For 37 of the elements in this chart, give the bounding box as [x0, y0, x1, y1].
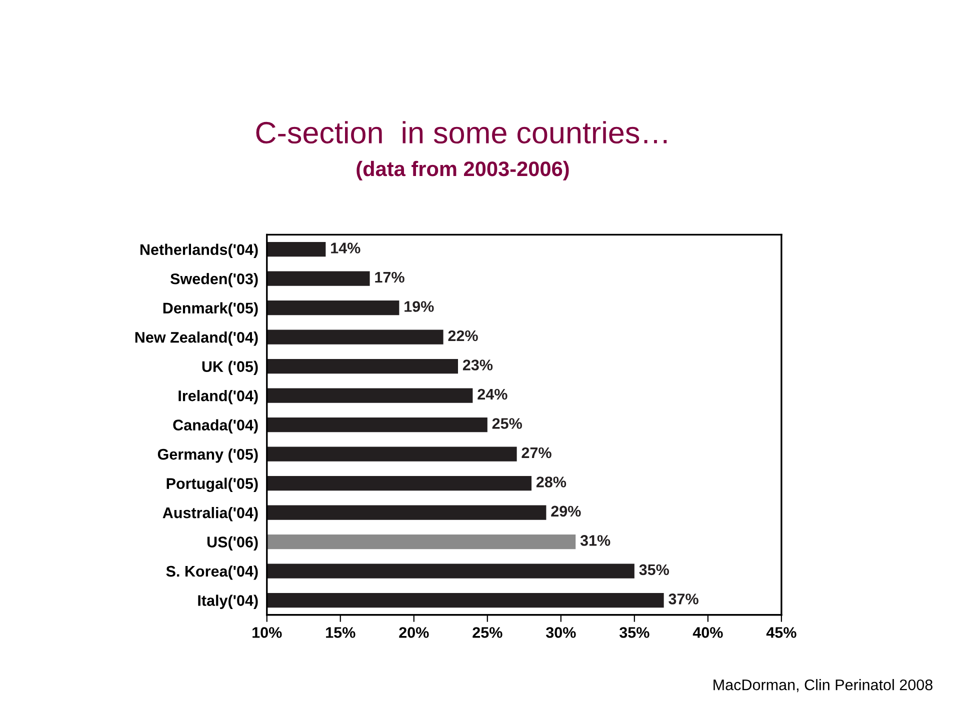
x-tick-label: 15% [326, 627, 356, 638]
x-tick-label: 25% [472, 627, 502, 638]
x-tick-label: 30% [546, 627, 576, 638]
data-label: 14% [331, 242, 360, 254]
y-tick-label: Portugal('05) [166, 478, 258, 492]
y-tick-label: UK ('05) [202, 360, 258, 376]
text: MacDorman, Clin Perinatol 2008 [714, 679, 932, 692]
y-tick-label: Netherlands('04) [140, 244, 258, 258]
data-label: 22% [448, 330, 478, 342]
y-tick-label: New Zealand('04) [135, 332, 258, 346]
y-tick-label: Canada('04) [173, 419, 258, 434]
x-tick-label: 45% [766, 627, 796, 638]
data-label: 37% [668, 594, 698, 604]
data-label: 24% [478, 388, 508, 400]
y-tick-label: US('06) [207, 536, 258, 550]
x-tick-label: 35% [619, 627, 650, 638]
data-label: 28% [536, 476, 566, 488]
x-tick-label: 20% [399, 627, 429, 638]
data-label: 23% [462, 360, 493, 370]
data-label: 27% [522, 447, 552, 458]
x-tick-label: 10% [252, 627, 282, 638]
data-label: 35% [639, 564, 670, 576]
data-label: 19% [404, 301, 434, 312]
data-label: 25% [492, 418, 522, 429]
y-tick-label: Australia('04) [162, 506, 258, 522]
y-tick-label: Denmark('05) [163, 302, 258, 317]
y-tick-label: Sweden('03) [170, 273, 258, 288]
y-tick-label: Germany ('05) [158, 448, 258, 463]
x-tick-label: 40% [692, 627, 723, 638]
y-tick-label: S. Korea('04) [166, 565, 258, 580]
data-label: 31% [580, 535, 610, 546]
y-tick-label: Italy('04) [198, 594, 258, 609]
data-label: 29% [551, 506, 581, 517]
chart-subtitle: (data from 2003-2006) [356, 160, 569, 180]
data-label: 17% [375, 272, 404, 283]
y-tick-label: Ireland('04) [178, 390, 258, 404]
chart-title: C-section in some countries… [256, 121, 667, 144]
